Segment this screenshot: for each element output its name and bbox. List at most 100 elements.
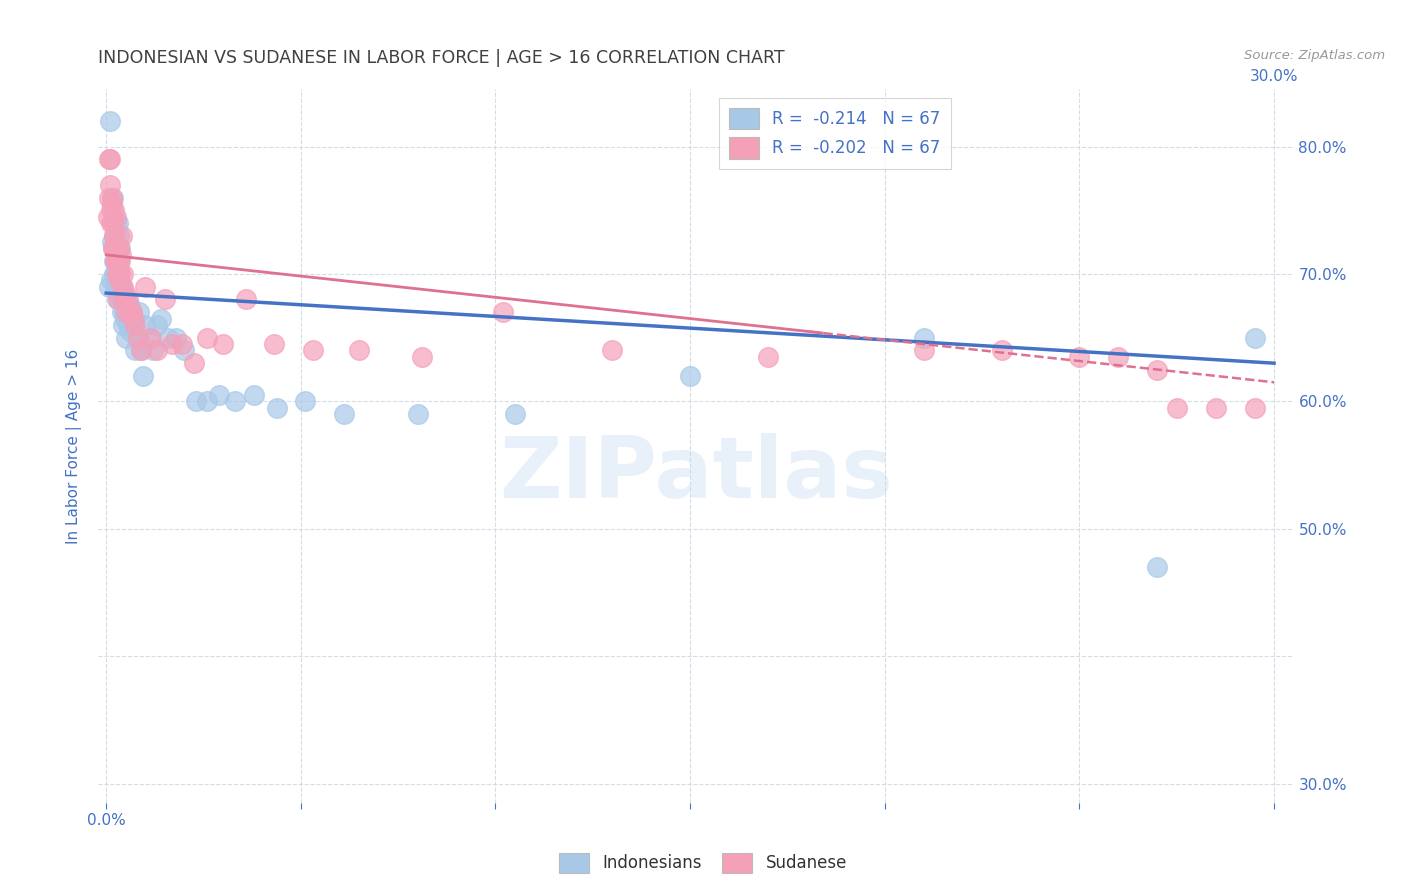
- Point: [104, 242, 127, 256]
- Point: [503, 407, 526, 421]
- Point: [1107, 350, 1129, 364]
- Point: [104, 279, 127, 293]
- Point: [172, 337, 194, 351]
- Point: [100, 203, 122, 218]
- Point: [108, 254, 131, 268]
- Point: [301, 343, 323, 358]
- Point: [756, 350, 779, 364]
- Point: [165, 331, 187, 345]
- Point: [224, 394, 246, 409]
- Point: [183, 356, 205, 370]
- Point: [111, 293, 134, 307]
- Point: [184, 394, 207, 409]
- Point: [107, 273, 129, 287]
- Point: [117, 293, 139, 307]
- Point: [110, 248, 132, 262]
- Point: [107, 254, 129, 268]
- Point: [212, 337, 235, 351]
- Point: [104, 242, 127, 256]
- Point: [132, 368, 155, 383]
- Point: [98, 114, 121, 128]
- Point: [105, 293, 128, 307]
- Point: [105, 267, 128, 281]
- Point: [294, 394, 316, 409]
- Point: [129, 343, 152, 358]
- Point: [114, 286, 136, 301]
- Point: [118, 324, 141, 338]
- Point: [121, 305, 143, 319]
- Point: [100, 216, 122, 230]
- Point: [101, 216, 124, 230]
- Point: [162, 337, 184, 351]
- Point: [1146, 560, 1168, 574]
- Point: [108, 228, 131, 243]
- Point: [912, 343, 935, 358]
- Point: [115, 293, 138, 307]
- Point: [108, 242, 131, 256]
- Point: [101, 190, 124, 204]
- Point: [990, 343, 1012, 358]
- Point: [101, 235, 124, 249]
- Point: [153, 293, 176, 307]
- Point: [243, 388, 266, 402]
- Point: [127, 331, 149, 345]
- Point: [1069, 350, 1091, 364]
- Point: [121, 305, 143, 319]
- Point: [1205, 401, 1227, 415]
- Point: [197, 331, 219, 345]
- Y-axis label: In Labor Force | Age > 16: In Labor Force | Age > 16: [66, 349, 83, 543]
- Point: [122, 311, 145, 326]
- Point: [1243, 331, 1265, 345]
- Point: [332, 407, 354, 421]
- Point: [138, 331, 160, 345]
- Point: [112, 318, 135, 332]
- Point: [120, 299, 142, 313]
- Point: [349, 343, 371, 358]
- Point: [492, 305, 515, 319]
- Point: [112, 279, 135, 293]
- Point: [103, 267, 125, 281]
- Point: [1146, 362, 1168, 376]
- Point: [406, 407, 429, 421]
- Point: [98, 178, 121, 192]
- Point: [108, 267, 131, 281]
- Point: [103, 254, 125, 268]
- Point: [108, 242, 131, 256]
- Text: INDONESIAN VS SUDANESE IN LABOR FORCE | AGE > 16 CORRELATION CHART: INDONESIAN VS SUDANESE IN LABOR FORCE | …: [98, 49, 785, 67]
- Point: [107, 216, 129, 230]
- Point: [111, 228, 134, 243]
- Point: [101, 197, 124, 211]
- Point: [142, 343, 165, 358]
- Point: [411, 350, 433, 364]
- Point: [112, 293, 135, 307]
- Point: [129, 343, 152, 358]
- Point: [97, 210, 120, 224]
- Point: [105, 242, 128, 256]
- Point: [103, 203, 125, 218]
- Point: [100, 153, 122, 167]
- Point: [103, 228, 125, 243]
- Point: [117, 318, 139, 332]
- Point: [266, 401, 288, 415]
- Point: [1243, 401, 1265, 415]
- Point: [134, 279, 156, 293]
- Point: [121, 318, 143, 332]
- Point: [107, 267, 129, 281]
- Point: [124, 318, 146, 332]
- Point: [110, 279, 132, 293]
- Point: [208, 388, 231, 402]
- Text: Source: ZipAtlas.com: Source: ZipAtlas.com: [1244, 49, 1385, 62]
- Text: ZIPatlas: ZIPatlas: [499, 433, 893, 516]
- Legend: Indonesians, Sudanese: Indonesians, Sudanese: [553, 847, 853, 880]
- Point: [105, 242, 128, 256]
- Point: [124, 343, 146, 358]
- Point: [98, 279, 121, 293]
- Point: [127, 331, 149, 345]
- Point: [104, 210, 127, 224]
- Point: [101, 190, 124, 204]
- Point: [146, 318, 169, 332]
- Point: [110, 267, 132, 281]
- Point: [600, 343, 623, 358]
- Point: [104, 254, 127, 268]
- Point: [149, 311, 172, 326]
